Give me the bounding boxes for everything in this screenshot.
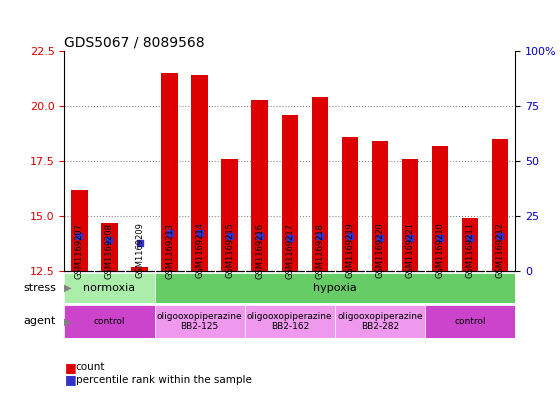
- Bar: [251, 99, 268, 271]
- Text: oligooxopiperazine
BB2-282: oligooxopiperazine BB2-282: [337, 312, 423, 331]
- Point: [105, 237, 114, 244]
- Bar: [492, 139, 508, 271]
- Bar: [432, 146, 449, 271]
- Text: ■: ■: [64, 361, 76, 374]
- Bar: [335, 305, 425, 338]
- Text: GSM1169211: GSM1169211: [465, 222, 475, 278]
- Bar: [425, 305, 515, 338]
- Text: control: control: [94, 317, 125, 326]
- Text: GSM1169208: GSM1169208: [105, 222, 114, 279]
- Bar: [282, 115, 298, 271]
- Text: count: count: [76, 362, 105, 373]
- Text: GSM1169209: GSM1169209: [135, 222, 144, 278]
- Text: ▶: ▶: [64, 316, 72, 326]
- Text: GSM1169215: GSM1169215: [225, 222, 234, 278]
- Bar: [342, 137, 358, 271]
- Point: [255, 233, 264, 239]
- Text: GSM1169221: GSM1169221: [405, 222, 414, 278]
- Bar: [402, 159, 418, 271]
- Bar: [462, 219, 478, 271]
- Bar: [64, 305, 155, 338]
- Text: agent: agent: [24, 316, 56, 326]
- Bar: [245, 305, 335, 338]
- Bar: [161, 73, 178, 271]
- Bar: [101, 223, 118, 271]
- Text: GSM1169219: GSM1169219: [346, 222, 354, 278]
- Point: [195, 230, 204, 236]
- Bar: [71, 190, 88, 271]
- Text: GSM1169214: GSM1169214: [195, 222, 204, 278]
- Point: [436, 235, 445, 241]
- Bar: [192, 75, 208, 271]
- Bar: [155, 305, 245, 338]
- Bar: [372, 141, 388, 271]
- Text: GSM1169213: GSM1169213: [165, 222, 174, 279]
- Text: GSM1169216: GSM1169216: [255, 222, 264, 279]
- Point: [405, 235, 414, 241]
- Bar: [155, 273, 515, 303]
- Text: hypoxia: hypoxia: [313, 283, 357, 293]
- Point: [466, 235, 475, 241]
- Point: [225, 233, 234, 239]
- Point: [286, 235, 295, 241]
- Text: oligooxopiperazine
BB2-162: oligooxopiperazine BB2-162: [247, 312, 333, 331]
- Text: control: control: [454, 317, 486, 326]
- Text: percentile rank within the sample: percentile rank within the sample: [76, 375, 251, 385]
- Point: [346, 233, 354, 239]
- Bar: [64, 273, 155, 303]
- Text: ▶: ▶: [64, 283, 72, 293]
- Text: GSM1169217: GSM1169217: [285, 222, 295, 279]
- Point: [496, 233, 505, 239]
- Text: stress: stress: [23, 283, 56, 293]
- Text: GSM1169220: GSM1169220: [375, 222, 385, 278]
- Text: GSM1169218: GSM1169218: [315, 222, 324, 279]
- Point: [375, 235, 384, 241]
- Text: GSM1169212: GSM1169212: [496, 222, 505, 278]
- Bar: [131, 267, 148, 271]
- Text: GDS5067 / 8089568: GDS5067 / 8089568: [64, 36, 205, 50]
- Point: [135, 239, 144, 246]
- Text: GSM1169210: GSM1169210: [436, 222, 445, 278]
- Text: normoxia: normoxia: [83, 283, 136, 293]
- Point: [165, 230, 174, 236]
- Bar: [311, 97, 328, 271]
- Text: ■: ■: [64, 373, 76, 387]
- Bar: [221, 159, 238, 271]
- Point: [315, 233, 324, 239]
- Point: [75, 233, 84, 239]
- Text: GSM1169207: GSM1169207: [75, 222, 84, 279]
- Text: oligooxopiperazine
BB2-125: oligooxopiperazine BB2-125: [157, 312, 242, 331]
